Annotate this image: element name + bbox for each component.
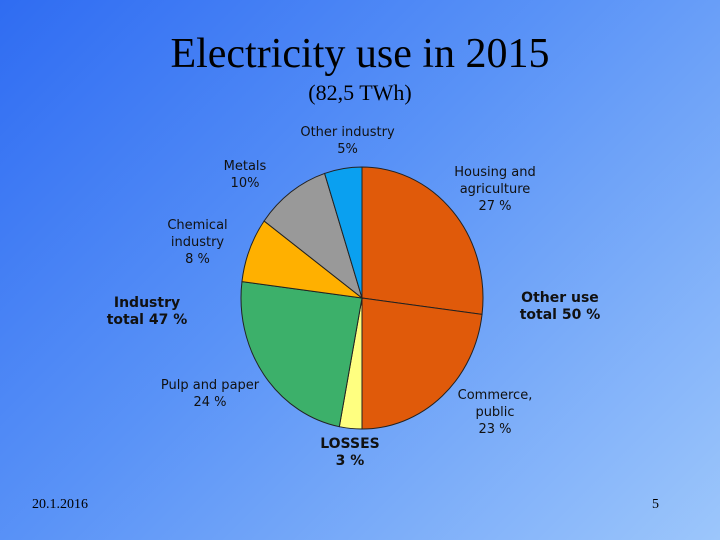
label-losses: LOSSES 3 % — [320, 436, 380, 469]
pie-slice-commerce-public — [361, 297, 483, 430]
slide-page-number: 5 — [652, 497, 659, 512]
pie-slice-pulp-and-paper — [240, 281, 363, 428]
label-metals: Metals 10% — [223, 159, 267, 191]
label-industry-total: Industry total 47 % — [106, 295, 188, 328]
pie-slice-housing-and-agriculture — [361, 166, 484, 315]
label-housing-agriculture: Housing and agriculture 27 % — [454, 165, 536, 214]
pie-slice-other-industry — [323, 166, 363, 299]
slide-subtitle: (82,5 TWh) — [308, 80, 412, 105]
slide-date: 20.1.2016 — [32, 497, 88, 512]
label-other-industry: Other industry 5% — [300, 125, 395, 157]
label-chemical-industry: Chemical industry 8 % — [167, 218, 228, 267]
label-commerce-public: Commerce, public 23 % — [457, 388, 533, 437]
label-other-use-total: Other use total 50 % — [519, 290, 601, 323]
label-pulp-paper: Pulp and paper 24 % — [160, 378, 260, 410]
slide-title: Electricity use in 2015 — [170, 31, 550, 77]
pie-slice-metals — [263, 172, 363, 300]
